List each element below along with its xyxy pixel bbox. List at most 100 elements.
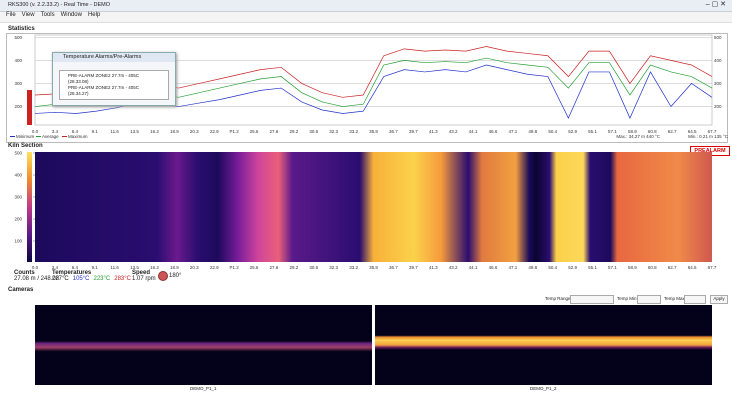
x-tick-label: 27.6: [270, 129, 279, 134]
popup-body: PRE-ALARM ZONE2 27.7m - 405C (28.33.08) P…: [59, 70, 169, 100]
x-tick-label: 55.1: [588, 129, 597, 134]
window-controls[interactable]: – ▢ ✕: [705, 1, 726, 8]
label: Temp Max: [664, 296, 685, 301]
section-label: Cameras: [8, 287, 34, 293]
temperature: 283°C: [114, 276, 131, 282]
x-tick-label: 32.3: [329, 129, 338, 134]
x-tick-label: 60.8: [648, 265, 657, 270]
x-tick-label: 6.4: [72, 265, 79, 270]
label: Speed: [132, 270, 151, 276]
y-tick-label: 300: [714, 81, 722, 86]
y-tick-label: 300: [14, 81, 22, 86]
x-tick-label: 49.8: [528, 265, 537, 270]
x-tick-label: 32.3: [329, 265, 338, 270]
x-tick-label: 25.6: [250, 265, 259, 270]
popup-title: Temperature Alarms/Pre-Alarms: [53, 53, 175, 62]
x-tick-label: 67.7: [708, 129, 717, 134]
y-tick-label: 500: [14, 35, 22, 40]
y-tick-label: 500: [714, 35, 722, 40]
max-note: Max.: 34.27 m 440 °C: [616, 134, 660, 139]
y-tick-label: 100: [14, 239, 22, 244]
x-tick-label: 22.9: [210, 129, 219, 134]
kiln-axes: 500 400 300 200 100 0.0 3.4 6.4 9.1 11.6 13.5 16.2 1…: [14, 151, 716, 271]
x-tick-label: 52.9: [568, 265, 577, 270]
x-tick-label: 46.6: [489, 265, 498, 270]
x-tick-label: 29.2: [289, 265, 298, 270]
menu-item[interactable]: View: [21, 12, 35, 18]
menu-item[interactable]: Help: [87, 12, 101, 18]
camera-view: [375, 305, 712, 385]
alarm-line: PRE-ALARM ZONE2 27.7m - 405C (28.33.08): [68, 73, 140, 84]
camera-name: DEMO_P1_1: [190, 386, 217, 391]
x-tick-label: 49.8: [528, 129, 537, 134]
x-tick-label: 58.9: [628, 129, 637, 134]
x-tick-label: 39.7: [409, 265, 418, 270]
y-tick-label: 400: [714, 58, 722, 63]
x-tick-label: 62.7: [668, 129, 677, 134]
x-tick-label: 43.2: [449, 129, 458, 134]
legend-label: Maximum: [68, 134, 88, 139]
x-tick-label: 22.9: [210, 265, 219, 270]
menu-item[interactable]: Window: [60, 12, 82, 18]
window-title: RKS300 (v. 2.2.33.2) - Real Time - DEMO: [8, 2, 110, 8]
x-tick-label: 64.5: [688, 265, 697, 270]
x-tick-label: 64.5: [688, 129, 697, 134]
x-tick-label: 9.1: [92, 129, 99, 134]
temperatures: Temperatures 227°C 105°C 223°C 283°C: [52, 270, 135, 282]
x-tick-label: 50.4: [548, 129, 557, 134]
x-tick-label: 50.4: [548, 265, 557, 270]
temp-max-input[interactable]: [684, 295, 706, 304]
x-tick-label: 29.2: [289, 129, 298, 134]
y-tick-label: 400: [14, 173, 22, 178]
y-tick-label: 200: [714, 104, 722, 109]
thermal-map: [35, 152, 712, 262]
x-tick-label: 47.1: [508, 265, 517, 270]
x-tick-label: 41.3: [429, 129, 438, 134]
label: Counts: [14, 270, 35, 276]
x-tick-label: 58.9: [628, 265, 637, 270]
menu-item[interactable]: File: [6, 12, 16, 18]
value: 1.07 rpm: [132, 276, 156, 282]
color-bar: [27, 37, 32, 125]
camera-view: [35, 305, 372, 385]
x-tick-label: 18.9: [170, 129, 179, 134]
x-tick-label: 62.7: [668, 265, 677, 270]
x-tick-label: 39.7: [409, 129, 418, 134]
x-tick-label: 33.2: [349, 129, 358, 134]
x-tick-label: 13.5: [130, 129, 139, 134]
label: Temp Range: [545, 296, 571, 301]
angle: 180°: [169, 273, 182, 279]
y-tick-label: 200: [14, 217, 22, 222]
y-tick-label: 500: [14, 151, 22, 156]
x-tick-label: 0.0: [32, 129, 39, 134]
label: Temperatures: [52, 270, 92, 276]
x-tick-label: P1.2: [229, 129, 239, 134]
menu-bar: File View Tools Window Help: [0, 12, 732, 23]
camera-name: DEMO_P1_2: [530, 386, 557, 391]
temperature: 223°C: [93, 276, 111, 282]
x-tick-label: 35.8: [369, 265, 378, 270]
y-tick-label: 200: [14, 104, 22, 109]
x-tick-label: 36.7: [389, 265, 398, 270]
alarm-line: PRE-ALARM ZONE2 27.7m - 405C (28.34.27): [68, 85, 140, 96]
apply-button[interactable]: Apply: [710, 295, 728, 304]
x-tick-label: 57.1: [608, 129, 617, 134]
value: 27.08 m / 248.08: [14, 276, 60, 282]
y-tick-label: 400: [14, 58, 22, 63]
x-tick-label: P1.2: [229, 265, 239, 270]
temp-min-input[interactable]: [637, 295, 661, 304]
alarm-popup[interactable]: Temperature Alarms/Pre-Alarms PRE-ALARM …: [52, 52, 176, 106]
x-tick-label: 3.4: [52, 129, 59, 134]
x-tick-label: 30.6: [309, 265, 318, 270]
temp-range-select[interactable]: [570, 295, 614, 304]
x-tick-label: 46.6: [489, 129, 498, 134]
title-bar: RKS300 (v. 2.2.33.2) - Real Time - DEMO …: [0, 0, 732, 12]
x-tick-label: 52.9: [568, 129, 577, 134]
min-note: Min.: 0.21 m 135 °C: [688, 134, 729, 139]
speed: Speed 1.07 rpm: [132, 270, 156, 282]
menu-item[interactable]: Tools: [40, 12, 55, 18]
section-label: Kiln Section: [8, 143, 43, 149]
y-tick-label: 300: [14, 195, 22, 200]
counts: Counts 27.08 m / 248.08: [14, 270, 59, 282]
x-tick-label: 13.5: [130, 265, 139, 270]
